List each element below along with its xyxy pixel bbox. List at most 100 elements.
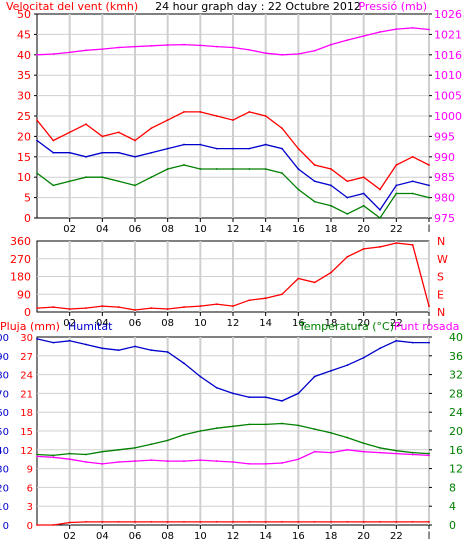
- climate-panel-point-rain: [36, 524, 38, 526]
- wind-panel-point-average: [313, 180, 316, 183]
- wind-panel-point-pressure: [362, 35, 365, 37]
- climate-panel-point-humidity: [232, 392, 234, 395]
- wind-panel-point-average: [68, 151, 71, 154]
- wind-panel-point-minimum: [313, 200, 316, 203]
- climate-panel-point-dewpoint: [313, 450, 316, 453]
- wind-panel-point-gust: [379, 188, 381, 191]
- climate-panel-point-rain: [52, 524, 55, 526]
- climate-panel-point-humidity: [183, 362, 185, 365]
- climate-panel-point-temperature: [264, 423, 267, 426]
- x-tick-label: 14: [259, 531, 272, 542]
- wind-speed-tick-label: 25: [17, 110, 31, 123]
- climate-panel-point-rain: [281, 520, 283, 523]
- rain-tick-label: 21: [20, 389, 33, 400]
- climate-panel-point-temperature: [215, 427, 218, 430]
- direction-panel-point-direction: [36, 307, 38, 309]
- wind-panel-point-gust: [346, 180, 349, 183]
- wind-panel-point-average: [85, 155, 87, 158]
- wind-panel-point-pressure: [166, 44, 169, 46]
- wind-panel-point-pressure: [346, 39, 349, 42]
- wind-panel-point-average: [199, 143, 202, 146]
- direction-panel-point-direction: [68, 308, 71, 310]
- climate-panel-point-humidity: [85, 343, 87, 346]
- x-tick-label: 12: [227, 318, 240, 329]
- climate-panel-point-rain: [85, 520, 87, 523]
- wind-speed-tick-label: 45: [17, 28, 31, 41]
- climate-panel-point-temperature: [248, 423, 251, 426]
- x-tick-label: 14: [259, 224, 272, 235]
- wind-panel-point-minimum: [215, 168, 218, 170]
- climate-panel-point-rain: [313, 520, 316, 523]
- climate-panel-point-dewpoint: [428, 454, 430, 457]
- wind-panel-point-gust: [330, 168, 332, 170]
- x-tick-label: 10: [194, 318, 207, 329]
- wind-panel-point-average: [101, 151, 104, 154]
- wind-panel-point-average: [346, 196, 349, 199]
- climate-panel-point-rain: [346, 520, 349, 523]
- rain-tick-label: 6: [27, 483, 33, 494]
- climate-panel-point-dewpoint: [281, 462, 283, 464]
- x-tick-label: 06: [129, 318, 142, 329]
- wind-panel-point-minimum: [36, 172, 38, 175]
- wind-speed-tick-label: 20: [17, 130, 31, 143]
- climate-panel-point-humidity: [346, 364, 349, 367]
- chart-title: 24 hour graph day : 22 Octubre 2012: [155, 0, 361, 13]
- compass-label: W: [437, 253, 448, 266]
- wind-panel-point-gust: [248, 111, 251, 113]
- climate-panel-point-temperature: [134, 447, 136, 449]
- rain-tick-label: 15: [20, 427, 33, 438]
- climate-panel-point-dewpoint: [346, 448, 349, 451]
- direction-panel-point-direction: [281, 293, 283, 296]
- wind-panel-point-pressure: [117, 46, 120, 49]
- x-tick-label: 16: [292, 531, 305, 542]
- climate-panel-point-humidity: [395, 339, 398, 342]
- pressure-axis-title: Pressió (mb): [358, 0, 427, 13]
- pressure-tick-label: 980: [434, 192, 455, 205]
- climate-panel-point-rain: [232, 520, 234, 523]
- wind-panel-point-gust: [68, 131, 71, 134]
- wind-panel-point-minimum: [428, 196, 430, 199]
- wind-panel-point-gust: [36, 119, 38, 121]
- rain-axis-title: Pluja (mm): [0, 320, 60, 333]
- wind-panel-point-pressure: [297, 53, 300, 55]
- wind-panel-point-pressure: [134, 45, 136, 48]
- climate-panel-point-humidity: [428, 341, 430, 344]
- rain-tick-label: 12: [20, 446, 33, 457]
- wind-panel-point-minimum: [379, 217, 381, 219]
- wind-speed-tick-label: 30: [17, 90, 31, 103]
- wind-panel-point-pressure: [232, 46, 234, 49]
- x-tick-label: 04: [96, 224, 109, 235]
- wind-panel-point-minimum: [281, 172, 283, 175]
- x-tick-label: 22: [390, 318, 403, 329]
- wind-panel-point-average: [183, 143, 185, 146]
- climate-panel-point-temperature: [330, 431, 332, 434]
- x-tick-label: 22: [390, 531, 403, 542]
- pressure-tick-label: 1010: [434, 69, 462, 82]
- humidity-tick-label: 70: [0, 389, 9, 400]
- temperature-tick-label: 20: [449, 425, 463, 438]
- direction-panel-point-direction: [428, 305, 430, 307]
- climate-panel-point-humidity: [297, 392, 300, 395]
- climate-panel-point-dewpoint: [166, 460, 169, 462]
- wind-panel-point-average: [395, 184, 398, 187]
- wind-speed-tick-label: 40: [17, 49, 31, 62]
- direction-panel-point-direction: [330, 271, 332, 274]
- climate-panel-point-dewpoint: [101, 463, 104, 465]
- direction-panel-point-direction: [411, 244, 414, 246]
- wind-panel-point-gust: [362, 176, 365, 179]
- wind-panel-point-pressure: [330, 43, 332, 46]
- wind-panel-point-average: [362, 192, 365, 195]
- climate-panel-point-temperature: [166, 439, 169, 442]
- x-tick-label: 06: [129, 531, 142, 542]
- wind-panel-point-minimum: [346, 213, 349, 215]
- pressure-tick-label: 1000: [434, 110, 462, 123]
- wind-speed-axis-title: Velocitat del vent (kmh): [6, 0, 138, 13]
- direction-panel-point-direction: [166, 308, 169, 310]
- wind-panel-point-gust: [183, 111, 185, 113]
- direction-panel-point-direction: [52, 306, 55, 308]
- direction-panel-point-direction: [117, 306, 120, 308]
- x-tick-label: 04: [96, 531, 109, 542]
- climate-panel-point-temperature: [297, 424, 300, 427]
- climate-panel-point-dewpoint: [379, 451, 381, 454]
- wind-panel-point-pressure: [150, 44, 153, 47]
